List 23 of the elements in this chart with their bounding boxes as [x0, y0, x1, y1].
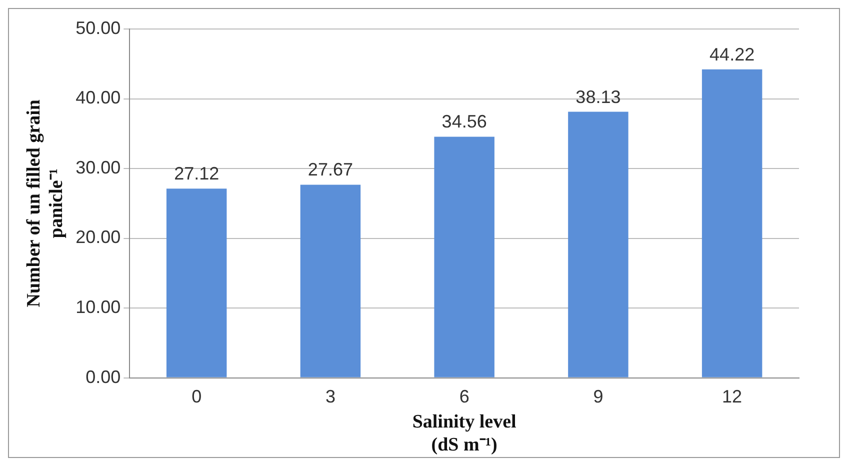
- x-axis-title: Salinity level (dS m⁻¹): [412, 412, 516, 456]
- bar: [166, 188, 227, 378]
- y-tick-label: 0.00: [86, 366, 121, 387]
- bar: [568, 112, 628, 378]
- bar: [702, 69, 762, 378]
- x-tick-label: 0: [192, 386, 202, 407]
- data-label: 27.67: [308, 160, 353, 180]
- bar: [300, 184, 361, 378]
- x-tick-label: 3: [325, 386, 336, 407]
- y-tick-label: 20.00: [76, 227, 121, 248]
- x-tick-label: 6: [459, 386, 470, 407]
- y-tick-label: 40.00: [76, 88, 121, 108]
- x-tick-label: 9: [593, 386, 604, 407]
- y-tick-label: 10.00: [76, 297, 121, 318]
- data-label: 27.12: [174, 164, 220, 184]
- x-tick-label: 12: [722, 386, 742, 407]
- bar: [434, 136, 494, 378]
- y-axis-title: Number of un filled grain panicle⁻¹: [23, 99, 68, 308]
- data-label: 44.22: [710, 44, 755, 64]
- y-tick-label: 30.00: [76, 157, 121, 178]
- data-label: 34.56: [442, 112, 487, 132]
- y-tick-label: 50.00: [76, 18, 121, 38]
- data-label: 38.13: [576, 86, 621, 107]
